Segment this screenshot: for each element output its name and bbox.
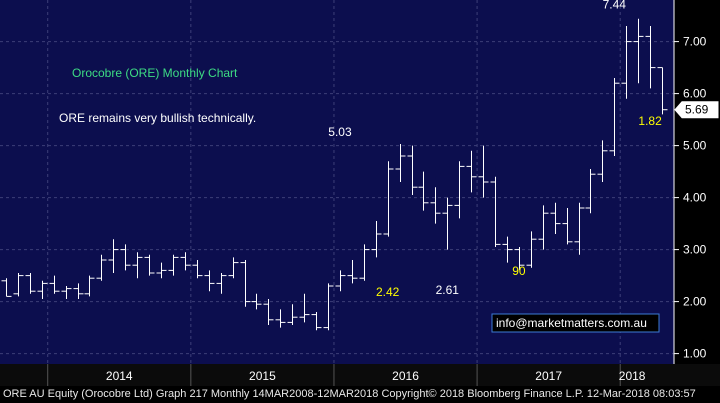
ohlc-bar [621, 26, 632, 99]
last-price-tag: 5.69 [674, 101, 719, 119]
ohlc-bar [180, 252, 191, 271]
ohlc-bar [478, 145, 489, 198]
y-tick-label: 6.00 [683, 87, 707, 101]
y-tick-label: 4.00 [683, 191, 707, 205]
chart-subtitle: ORE remains very bullish technically. [59, 111, 256, 125]
footer-bar: ORE AU Equity (Orocobre Ltd) Graph 217 M… [0, 386, 720, 403]
ohlc-bar [490, 176, 501, 247]
ohlc-bar [514, 247, 525, 270]
x-tick-label: 2016 [392, 369, 419, 383]
chart-title: Orocobre (ORE) Monthly Chart [72, 66, 238, 80]
annotation-label: 5.03 [328, 125, 352, 139]
ohlc-bar [645, 26, 656, 89]
grid [0, 0, 674, 364]
ohlc-bar [216, 273, 227, 294]
x-axis: 2014 2015 2016 2017 2018 [47, 364, 646, 386]
ohlc-bar [156, 262, 167, 279]
xaxis-band [0, 364, 720, 386]
ohlc-bar [25, 273, 36, 294]
ohlc-bar [418, 171, 429, 211]
ohlc-bar [430, 187, 441, 224]
ohlc-bars [1, 18, 668, 331]
ohlc-bar [407, 145, 418, 195]
ohlc-bar [61, 286, 72, 299]
ohlc-bar [502, 236, 513, 263]
ohlc-bar [204, 270, 215, 292]
watermark-text: info@marketmatters.com.au [496, 316, 647, 330]
annotation-label: 2.61 [436, 283, 460, 297]
ohlc-bar [73, 283, 84, 299]
ohlc-bar [323, 283, 334, 331]
ohlc-bar [168, 254, 179, 276]
ohlc-bar [359, 244, 370, 281]
watermark-box: info@marketmatters.com.au [491, 313, 660, 333]
ohlc-bar [395, 144, 406, 182]
y-axis: 1.00 2.00 3.00 4.00 5.00 6.00 7.00 [673, 0, 707, 364]
y-tick-label: 3.00 [683, 243, 707, 257]
y-tick-label: 7.00 [683, 35, 707, 49]
ohlc-bar [585, 169, 596, 214]
ohlc-bar [287, 304, 298, 325]
ohlc-bar [275, 309, 286, 328]
ohlc-bar [240, 260, 251, 307]
ohlc-bar [609, 78, 620, 156]
x-tick-label: 2015 [249, 369, 276, 383]
ohlc-bar [371, 221, 382, 258]
ohlc-bar [538, 205, 549, 250]
x-tick-label: 2014 [106, 369, 133, 383]
ohlc-bar [108, 239, 119, 273]
ohlc-bar [13, 273, 24, 297]
y-tick-label: 2.00 [683, 295, 707, 309]
ohlc-bar [442, 197, 453, 250]
ohlc-bar [526, 231, 537, 268]
ohlc-bar [251, 293, 262, 310]
ohlc-bar [550, 202, 561, 234]
ohlc-bar [299, 293, 310, 323]
x-tick-label: 2018 [619, 369, 646, 383]
annotations: 5.03 2.42 2.61 90 7.44 1.82 [328, 0, 662, 299]
y-tick-label: 5.00 [683, 139, 707, 153]
ohlc-bar [657, 67, 668, 115]
ohlc-bar [454, 161, 465, 219]
ohlc-bar [49, 275, 60, 294]
ohlc-bar [633, 18, 644, 84]
x-tick-label: 2017 [535, 369, 562, 383]
last-price-label: 5.69 [685, 103, 709, 117]
ohlc-bar [311, 312, 322, 331]
annotation-label: 1.82 [638, 114, 662, 128]
ohlc-bar [228, 257, 239, 279]
ohlc-bar [335, 270, 346, 292]
annotation-label: 2.42 [376, 285, 400, 299]
ohlc-bar [1, 278, 12, 297]
annotation-label: 7.44 [603, 0, 627, 12]
ohlc-bar [466, 150, 477, 193]
ohlc-bar [84, 275, 95, 297]
ohlc-bar [263, 299, 274, 325]
ohlc-bar [383, 161, 394, 237]
ohlc-bar [562, 208, 573, 245]
ohlc-bar [96, 254, 107, 281]
ohlc-bar [37, 280, 48, 299]
annotation-label: 90 [512, 264, 526, 278]
plot-area [0, 0, 674, 364]
y-tick-label: 1.00 [683, 347, 707, 361]
ohlc-bar [120, 244, 131, 271]
ohlc-bar [597, 140, 608, 182]
ohlc-bar [132, 252, 143, 279]
ohlc-bar [192, 260, 203, 279]
ohlc-bar [574, 202, 585, 255]
ohlc-bar [144, 254, 155, 276]
ohlc-bar [347, 260, 358, 284]
